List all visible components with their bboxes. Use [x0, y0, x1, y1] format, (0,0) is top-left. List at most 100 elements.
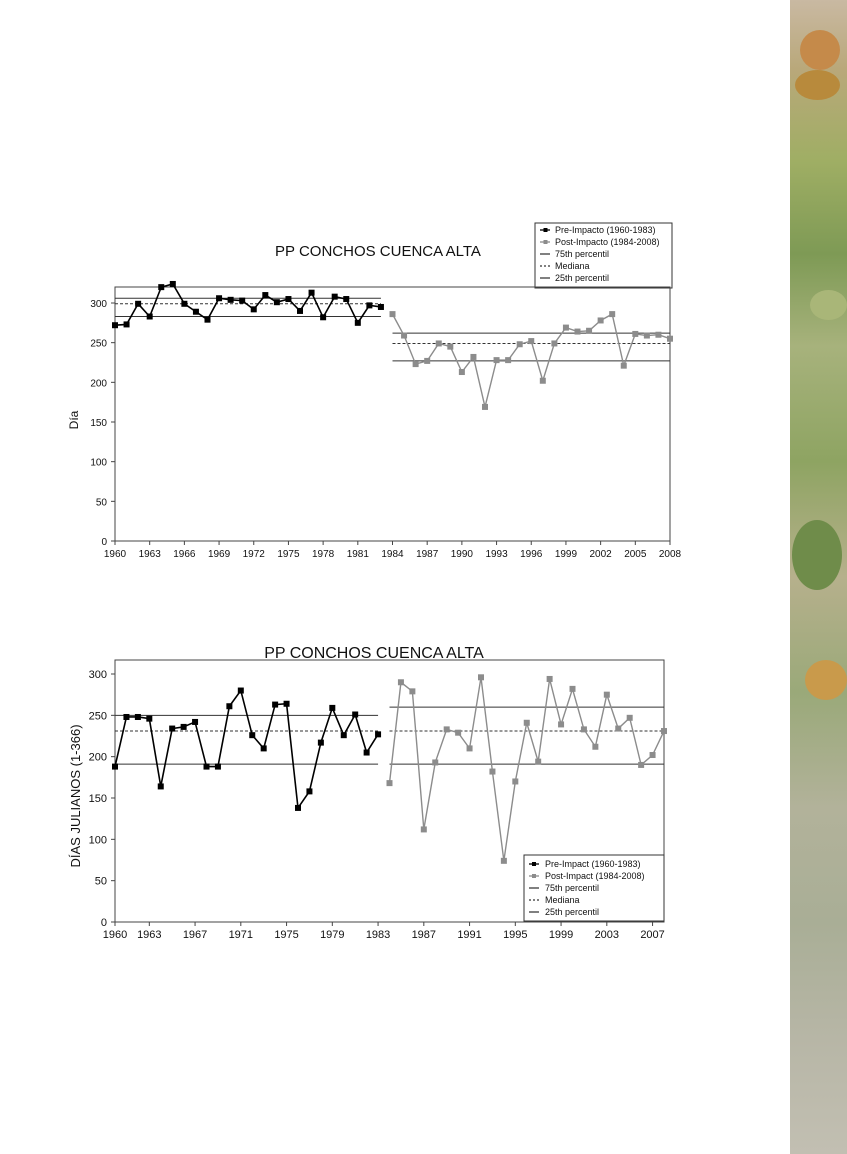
cactus-pad [805, 660, 847, 700]
post-data-point [412, 361, 419, 368]
x-tick-label: 1967 [183, 929, 207, 941]
legend-post: Post-Impact (1984-2008) [545, 871, 645, 881]
post-data-point [512, 778, 519, 785]
pre-data-point [134, 713, 141, 720]
post-data-point [551, 340, 558, 347]
post-data-point [447, 343, 454, 350]
post-data-point [574, 328, 581, 335]
pre-data-point [262, 292, 269, 299]
legend-p75: 75th percentil [555, 249, 609, 259]
pre-data-point [317, 739, 324, 746]
x-tick-label: 1993 [485, 549, 508, 560]
pre-data-point [204, 316, 211, 323]
cactus-pad [795, 70, 840, 100]
pre-data-point [112, 763, 118, 770]
chart-title: PP CONCHOS CUENCA ALTA [264, 645, 484, 662]
post-data-point [435, 340, 442, 347]
post-data-point [466, 745, 473, 752]
pre-data-point [320, 314, 327, 321]
post-data-point [580, 726, 587, 733]
plot-frame [114, 286, 671, 542]
post-data-point [389, 311, 396, 318]
pre-data-point [352, 711, 359, 718]
legend-p75: 75th percentil [545, 883, 599, 893]
x-tick-label: 1966 [173, 549, 196, 560]
x-tick-label: 1983 [366, 929, 390, 941]
pre-data-point [377, 303, 384, 310]
pre-series-line [114, 283, 382, 327]
post-data-point [638, 761, 645, 768]
y-tick-label: 300 [90, 299, 107, 310]
y-tick-label: 0 [101, 917, 107, 929]
chart-bottom: PP CONCHOS CUENCA ALTA 0 50 100 150 200 250 30… [68, 645, 667, 941]
post-data-point [586, 327, 593, 334]
x-tick-label: 1981 [347, 549, 370, 560]
post-data-point [609, 311, 616, 318]
post-series-line [388, 677, 665, 861]
pre-data-point [169, 280, 176, 287]
chart-title: PP CONCHOS CUENCA ALTA [275, 243, 481, 260]
pre-data-point [216, 295, 223, 302]
post-data-point [500, 857, 507, 864]
y-tick-label: 100 [90, 458, 107, 469]
pre-data-point [123, 321, 130, 328]
x-tick-label: 1984 [381, 549, 404, 560]
pre-data-point [239, 297, 246, 304]
plot-area: 0 50 100 150 200 250 300 1960 1963 1966 1969 1972 19… [90, 280, 682, 560]
cactus-pad [800, 30, 840, 70]
pre-data-point [146, 313, 153, 320]
post-data-point [661, 728, 667, 735]
pre-data-point [192, 308, 199, 315]
pre-data-point [135, 300, 142, 307]
pre-data-point [340, 732, 347, 739]
post-data-point [482, 403, 488, 410]
x-tick-label: 1969 [208, 549, 231, 560]
y-tick-label: 300 [89, 669, 107, 681]
post-data-point [397, 679, 404, 686]
x-tick-label: 1963 [139, 549, 162, 560]
pre-data-point [375, 731, 382, 738]
post-data-point [558, 721, 565, 728]
pre-data-point [227, 296, 234, 303]
x-tick-label: 2005 [624, 549, 647, 560]
pre-data-point [308, 289, 315, 296]
x-tick-label: 1960 [104, 549, 127, 560]
post-data-point [478, 674, 484, 681]
x-tick-label: 1996 [520, 549, 543, 560]
post-data-point [546, 675, 553, 682]
x-tick-label: 1999 [555, 549, 578, 560]
pre-data-point [158, 284, 165, 291]
post-data-point [470, 353, 477, 360]
post-data-point [649, 752, 656, 759]
pre-data-point [180, 723, 187, 730]
legend-pre: Pre-Impacto (1960-1983) [555, 225, 656, 235]
cactus-pad [792, 520, 842, 590]
pre-data-point [363, 749, 370, 756]
pre-data-point [272, 701, 279, 708]
post-data-point [632, 330, 639, 337]
pre-data-point [273, 299, 280, 306]
post-data-point [505, 357, 512, 364]
pre-data-point [343, 296, 350, 303]
x-tick-label: 1987 [412, 929, 436, 941]
pre-data-point [329, 704, 336, 711]
post-data-point [597, 317, 604, 324]
pre-data-point [354, 319, 361, 326]
post-data-point [535, 758, 542, 765]
x-tick-label: 1963 [137, 929, 161, 941]
y-tick-label: 150 [90, 418, 107, 429]
post-data-point [539, 377, 546, 384]
y-axis-label: Día [67, 410, 81, 429]
pre-data-point [295, 804, 301, 811]
x-tick-label: 1960 [103, 929, 127, 941]
post-data-point [562, 324, 569, 331]
y-axis-label: DÍAS JULIANOS (1-366) [68, 724, 83, 867]
post-data-point [603, 691, 610, 698]
x-tick-label: 1990 [451, 549, 474, 560]
pre-data-point [112, 322, 118, 329]
post-data-point [401, 332, 408, 339]
post-data-point [620, 362, 627, 369]
pre-data-point [214, 763, 221, 770]
pre-data-point [203, 763, 210, 770]
x-tick-label: 2008 [659, 549, 682, 560]
